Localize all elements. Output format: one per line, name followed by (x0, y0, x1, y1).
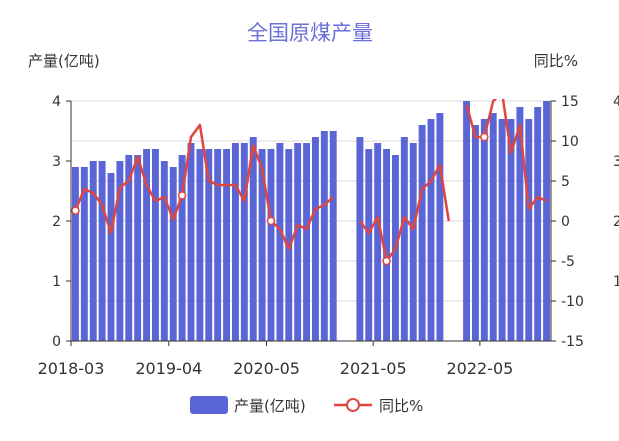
bar (543, 101, 551, 341)
bar (98, 161, 106, 341)
bar (489, 113, 497, 341)
bar (80, 167, 88, 341)
x-tick-label: 2019-04 (135, 359, 202, 378)
bar (125, 155, 133, 341)
yoy-point (177, 191, 187, 200)
bar (134, 155, 142, 341)
right-tick-label: -15 (561, 334, 584, 350)
bar (285, 149, 293, 341)
left-tick-label: 0 (52, 334, 61, 350)
right-tick-label: 5 (561, 174, 570, 190)
bar (498, 119, 506, 341)
bar (303, 143, 311, 341)
bar (223, 149, 231, 341)
bar (240, 143, 248, 341)
bar (178, 155, 186, 341)
bar (471, 125, 479, 341)
yoy-line (74, 99, 548, 263)
legend-bar-label[interactable]: 产量(亿吨) (234, 397, 306, 415)
yoy-point (71, 206, 80, 215)
bar (516, 107, 524, 341)
grid-lines (71, 100, 551, 342)
bar (89, 161, 97, 341)
bar (525, 119, 533, 341)
right-tick-label: 15 (561, 94, 579, 110)
bar (294, 143, 302, 341)
bar (205, 149, 213, 341)
bar (107, 173, 115, 341)
yoy-point (382, 256, 391, 266)
bar (116, 161, 124, 341)
x-tick-label: 2022-05 (446, 359, 513, 378)
bar (374, 143, 382, 341)
bar (276, 143, 284, 341)
legend-line-label[interactable]: 同比% (379, 397, 423, 415)
bar (383, 149, 391, 341)
bar (143, 149, 151, 341)
right-tick-label: 0 (561, 214, 570, 230)
x-tick-label: 2018-03 (38, 359, 105, 378)
x-tick-label: 2020-05 (233, 359, 300, 378)
bar (71, 167, 79, 341)
bar (427, 119, 435, 341)
bar (400, 137, 408, 341)
left-tick-label: 4 (52, 94, 61, 110)
bar (169, 167, 177, 341)
left-tick-label: 1 (52, 274, 61, 290)
hidden-axis-tick-label: 4 (613, 94, 619, 110)
yoy-point (480, 132, 489, 142)
hidden-axis-tick-label: 3 (613, 154, 619, 170)
x-tick-label: 2021-05 (340, 359, 407, 378)
hidden-axis-tick-label: 2 (613, 214, 619, 230)
right-tick-label: 10 (561, 134, 579, 150)
bar (231, 143, 239, 341)
bar (418, 125, 426, 341)
line-series (71, 99, 548, 266)
legend-line-marker (346, 398, 360, 412)
bar (214, 149, 222, 341)
bar (436, 113, 444, 341)
bar (480, 119, 488, 341)
bar (160, 161, 168, 341)
right-tick-label: -10 (561, 294, 584, 310)
left-tick-label: 3 (52, 154, 61, 170)
bar (329, 131, 337, 341)
bar (258, 149, 266, 341)
yoy-point (266, 216, 276, 226)
left-axis-title: 产量(亿吨) (28, 52, 100, 70)
legend: 产量(亿吨) 同比% (190, 396, 423, 415)
bar (356, 137, 364, 341)
axes: 0 1 2 3 4 -15 -10 -5 0 5 10 15 4 3 2 1 2018-03 2019-04 202… (38, 94, 619, 378)
right-axis-title: 同比% (534, 52, 578, 70)
bar (267, 149, 275, 341)
bar (187, 143, 195, 341)
bar (507, 119, 515, 341)
bar (196, 149, 204, 341)
right-tick-label: -5 (561, 254, 575, 270)
bar (151, 149, 159, 341)
legend-bar-swatch[interactable] (190, 396, 228, 414)
bar (249, 137, 257, 341)
bar (365, 149, 373, 341)
bar (311, 137, 319, 341)
left-tick-label: 2 (52, 214, 61, 230)
bar-series (71, 101, 551, 341)
bar (534, 107, 542, 341)
bar (463, 101, 471, 341)
bar (320, 131, 328, 341)
bar (409, 143, 417, 341)
hidden-axis-tick-label: 1 (613, 274, 619, 290)
chart-title: 全国原煤产量 (247, 21, 373, 45)
